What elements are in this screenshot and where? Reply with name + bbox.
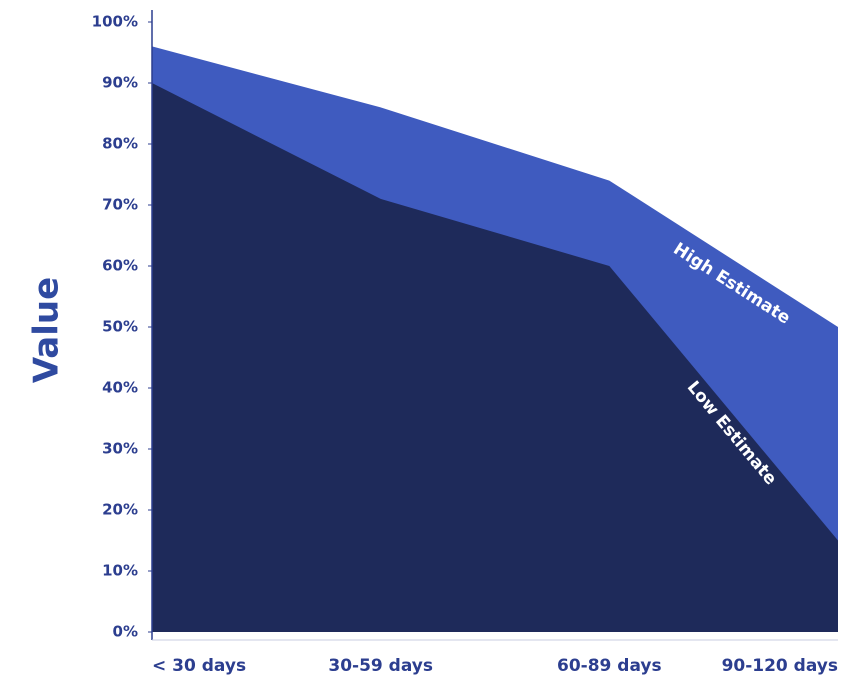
y-tick-label: 50% xyxy=(102,318,138,336)
y-tick-label: 90% xyxy=(102,74,138,92)
x-tick-label: < 30 days xyxy=(152,656,246,676)
area xyxy=(152,83,838,632)
y-tick-label: 30% xyxy=(102,440,138,458)
y-tick-label: 100% xyxy=(92,13,138,31)
y-tick-label: 80% xyxy=(102,135,138,153)
x-tick-label: 30-59 days xyxy=(328,656,433,676)
y-tick-label: 0% xyxy=(113,623,138,641)
y-tick-label: 20% xyxy=(102,501,138,519)
y-axis-title: Value xyxy=(27,277,67,383)
x-tick-label: 60-89 days xyxy=(557,656,662,676)
y-tick-label: 60% xyxy=(102,257,138,275)
y-tick-label: 40% xyxy=(102,379,138,397)
x-tick-label: 90-120 days xyxy=(722,656,838,676)
y-tick-label: 70% xyxy=(102,196,138,214)
y-tick-label: 10% xyxy=(102,562,138,580)
